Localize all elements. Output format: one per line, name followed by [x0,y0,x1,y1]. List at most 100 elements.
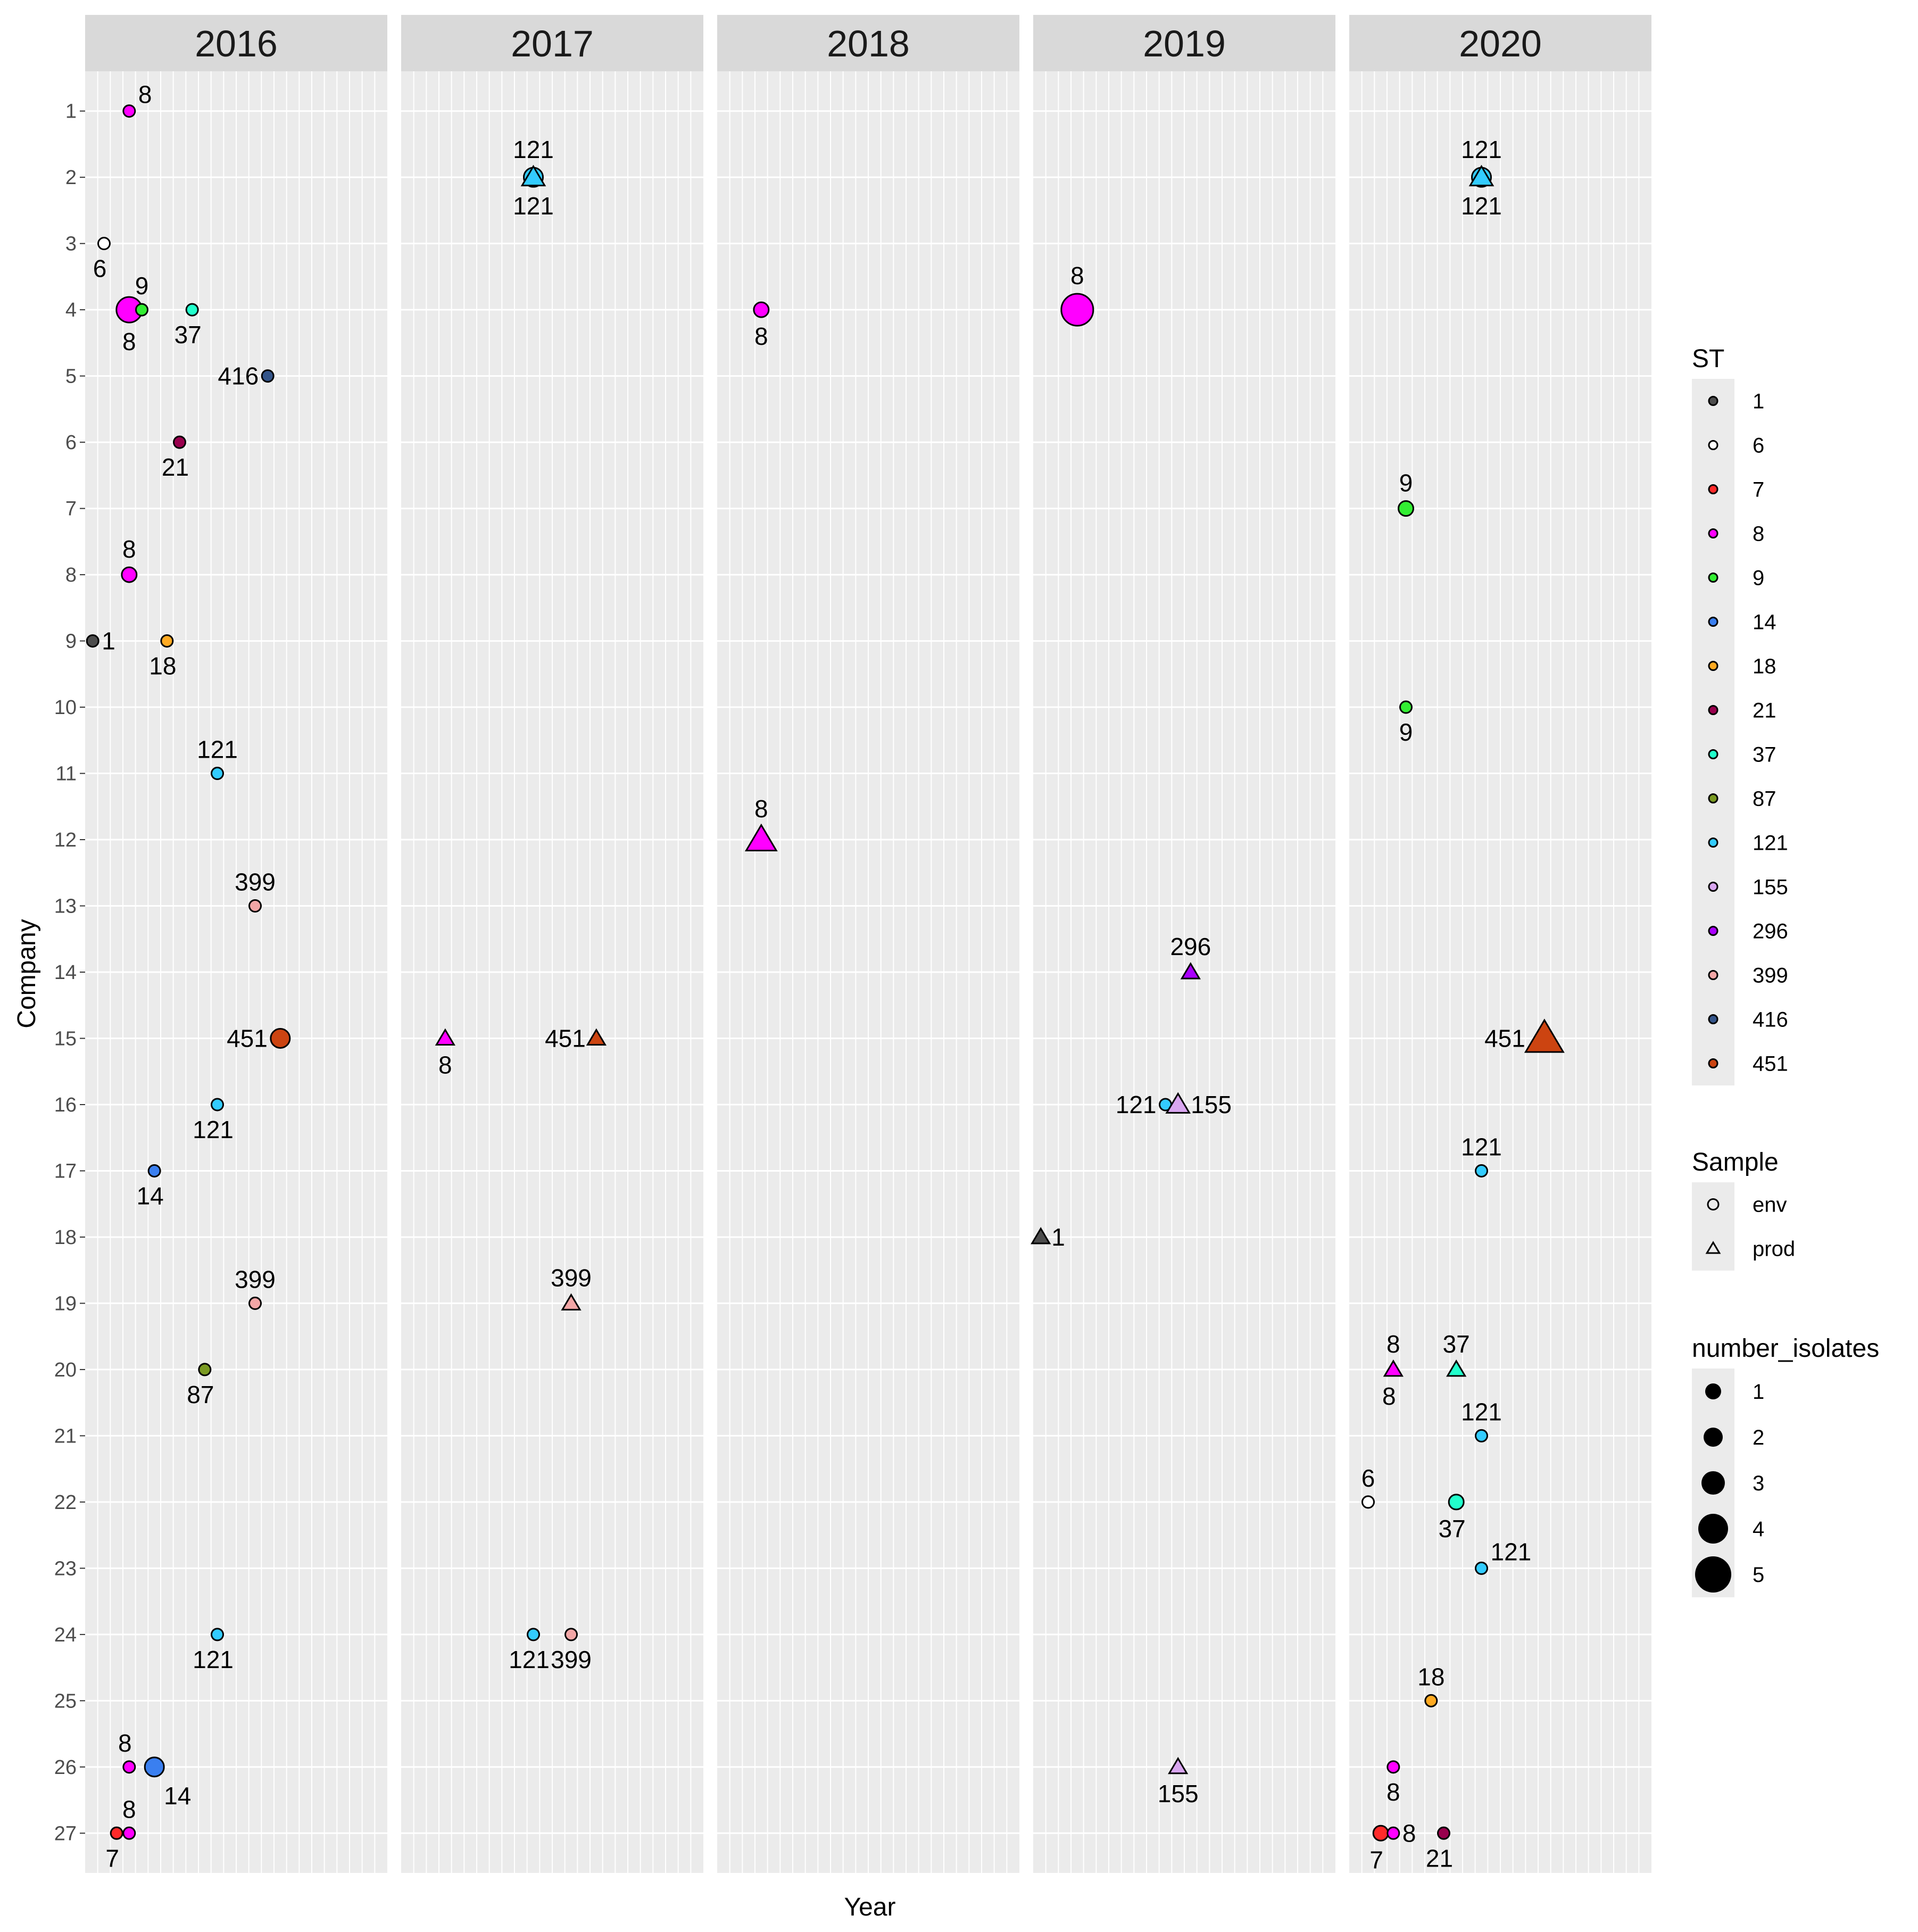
point-label: 121 [197,736,238,764]
point-label: 121 [1461,136,1502,163]
point-label: 451 [545,1024,586,1052]
point-label: 296 [1170,933,1211,960]
point-label: 14 [164,1782,191,1810]
point-label: 8 [438,1051,452,1079]
legend-label-size: 2 [1753,1426,1764,1449]
point-st121-prod [1468,164,1494,187]
point-st121-prod [520,164,546,187]
point-st121-env [527,1628,540,1641]
point-st9-env [135,303,148,317]
legend-title-size: number_isolates [1692,1334,1879,1363]
legend-label-size: 4 [1753,1518,1764,1541]
point-st21-env [1437,1826,1450,1840]
y-tick-label: 11 [56,763,77,785]
legend-key-st [1708,440,1718,450]
point-st8-env [1386,1826,1400,1840]
point-label: 121 [1461,1398,1502,1425]
point-label: 121 [193,1116,234,1143]
legend-key-st [1708,1058,1718,1068]
y-tick-label: 9 [65,631,77,653]
point-label: 451 [227,1024,268,1052]
y-tick-label: 1 [65,101,77,123]
point-st451-env [270,1027,291,1049]
legend-label-size: 1 [1753,1380,1764,1404]
point-label: 155 [1158,1780,1199,1807]
point-label: 8 [138,81,152,109]
facet-strip-2017 [401,15,703,71]
y-axis: 1234567891011121314151617181920212223242… [54,101,85,1845]
legend-key-st [1708,838,1718,848]
point-st37-env [185,303,199,317]
legend-key-st [1708,926,1718,936]
facet-strip-label: 2018 [827,23,910,64]
point-st8-env [122,1760,136,1774]
facet-strip-label: 2019 [1143,23,1226,64]
point-label: 451 [1484,1024,1525,1052]
legend-label-st: 6 [1753,434,1764,458]
facet-strip-2020 [1349,15,1651,71]
legend-key-st [1708,749,1718,759]
point-st121-env [1475,1164,1488,1178]
legend-label-st: 451 [1753,1052,1788,1076]
facet-strip-2019 [1033,15,1335,71]
point-st7-env [110,1826,123,1840]
y-tick-label: 26 [54,1756,77,1779]
y-tick-label: 16 [54,1094,77,1116]
point-label: 8 [122,328,136,355]
legend-key-sample [1707,1198,1720,1210]
legend-title-st: ST [1692,345,1724,373]
facet-panels: 2016 2017 2018 2019 2020 [85,15,1651,1873]
point-label: 1 [102,627,115,655]
point-st451-prod [1524,1018,1565,1053]
point-label: 399 [551,1646,592,1673]
point-label: 121 [1461,1133,1502,1160]
legend-key-st [1708,528,1718,538]
legend-label-st: 87 [1753,787,1776,811]
point-label: 8 [122,535,136,563]
point-st399-env [248,1296,262,1310]
point-st121-env [1475,1561,1488,1575]
facet-strip-2016 [85,15,387,71]
legend-key-size [1704,1428,1723,1447]
legend-label-st: 1 [1753,390,1764,413]
x-axis-title: Year [844,1893,896,1921]
y-tick-label: 19 [54,1292,77,1315]
point-label: 9 [135,272,149,300]
legend-title-sample: Sample [1692,1148,1779,1176]
point-st399-prod [561,1293,582,1311]
point-st14-env [147,1164,161,1178]
legend-key-st [1708,573,1718,583]
point-label: 8 [1386,1778,1400,1806]
point-st121-env [211,1098,224,1112]
point-label: 155 [1191,1091,1232,1118]
y-tick-label: 12 [54,829,77,851]
y-tick-label: 14 [54,961,77,984]
point-st18-env [1424,1694,1438,1707]
legend-key-st [1708,793,1718,803]
legend-label-st: 21 [1753,699,1776,723]
data-points [86,104,1565,1842]
legend-label-st: 416 [1753,1008,1788,1032]
point-label: 399 [235,868,276,896]
point-st121-env [211,1628,224,1641]
point-st9-env [1399,700,1413,714]
y-tick-label: 22 [54,1491,77,1514]
y-tick-label: 27 [54,1822,77,1845]
point-st8-prod [435,1028,455,1046]
y-tick-label: 5 [65,366,77,388]
point-st8-env [1060,293,1094,327]
point-st8-prod [744,823,778,852]
point-label: 8 [754,795,768,823]
point-label: 6 [93,255,107,283]
point-st21-env [173,435,186,449]
legend-key-size [1695,1556,1731,1593]
point-st37-prod [1446,1359,1467,1377]
point-label: 37 [175,321,202,349]
point-st9-env [1398,500,1414,517]
y-tick-label: 3 [65,233,77,255]
y-tick-label: 18 [54,1226,77,1249]
point-label: 18 [1417,1663,1444,1690]
y-axis-title: Company [13,919,41,1028]
point-label: 121 [1461,192,1502,220]
point-label: 121 [513,136,554,163]
